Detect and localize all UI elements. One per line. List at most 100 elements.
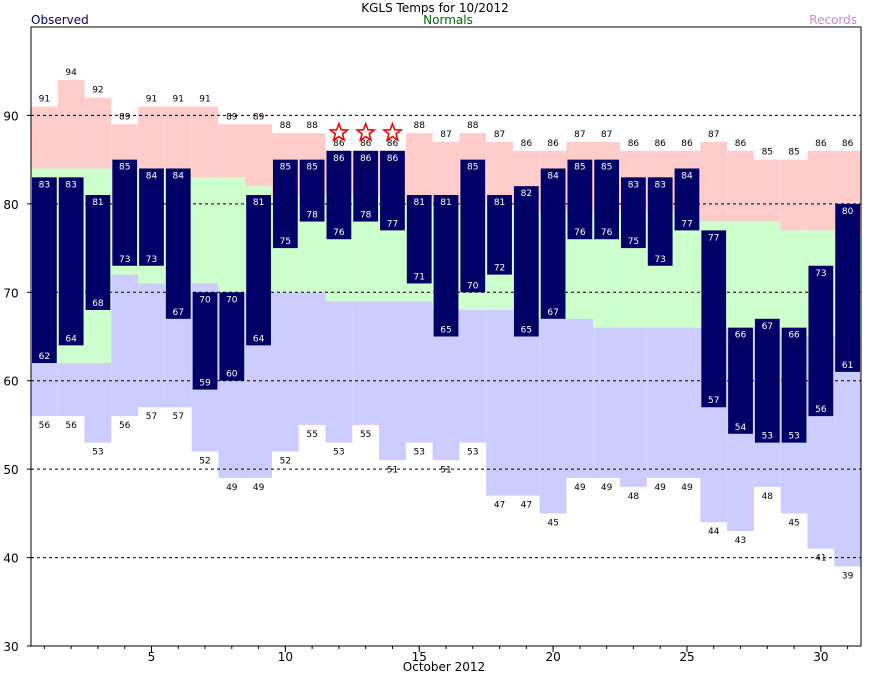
observed-bar — [299, 159, 325, 222]
observed-bar — [754, 318, 780, 443]
record-high-label: 91 — [39, 95, 50, 105]
observed-high-label: 84 — [681, 171, 693, 181]
observed-high-label: 70 — [226, 295, 238, 305]
record-low-band — [271, 292, 299, 452]
record-high-label: 89 — [119, 112, 131, 122]
observed-low-label: 64 — [253, 334, 265, 344]
record-high-label: 87 — [574, 130, 585, 140]
record-high-label: 88 — [467, 121, 479, 131]
record-low-band — [593, 327, 621, 478]
observed-high-label: 77 — [708, 233, 719, 243]
record-high-band — [405, 133, 433, 204]
x-tick-label: 10 — [278, 650, 293, 664]
observed-low-label: 59 — [199, 379, 211, 389]
observed-low-label: 73 — [654, 255, 665, 265]
record-low-band — [646, 327, 674, 478]
observed-high-label: 85 — [119, 163, 130, 173]
record-low-label: 53 — [92, 448, 103, 458]
observed-low-label: 67 — [547, 308, 558, 318]
observed-high-label: 83 — [654, 180, 665, 190]
observed-bar — [835, 203, 860, 372]
record-high-band — [727, 150, 754, 222]
observed-low-label: 54 — [735, 423, 747, 433]
record-low-band — [138, 283, 165, 408]
record-low-label: 52 — [199, 456, 210, 466]
observed-bar — [406, 195, 432, 284]
record-low-band — [539, 318, 567, 514]
record-low-label: 39 — [842, 571, 854, 581]
record-high-label: 86 — [521, 139, 533, 149]
observed-high-label: 86 — [387, 154, 399, 164]
normal-band — [753, 221, 781, 328]
record-high-label: 85 — [788, 148, 799, 158]
x-tick-label: 15 — [412, 650, 427, 664]
x-tick-label: 20 — [545, 650, 560, 664]
record-low-band — [620, 327, 647, 487]
record-low-label: 48 — [628, 492, 640, 502]
record-high-band — [753, 159, 781, 222]
value-labels: 83 62 91 56 83 64 94 56 81 68 92 53 85 73 89 56 84 73 91 57… — [39, 68, 854, 581]
record-low-band — [352, 301, 380, 425]
observed-low-label: 77 — [681, 219, 692, 229]
x-tick-label: 30 — [813, 650, 828, 664]
record-high-band — [700, 141, 728, 222]
observed-low-label: 70 — [467, 281, 479, 291]
record-high-label: 88 — [306, 121, 318, 131]
record-low-label: 52 — [280, 456, 291, 466]
observed-low-label: 77 — [387, 219, 398, 229]
record-high-label: 91 — [146, 95, 157, 105]
observed-bar — [674, 168, 700, 231]
record-low-label: 55 — [360, 430, 371, 440]
observed-high-label: 84 — [173, 171, 185, 181]
observed-bar — [32, 177, 57, 364]
observed-low-label: 61 — [842, 361, 853, 371]
record-star-icon — [354, 121, 377, 142]
y-tick-label: 30 — [3, 640, 18, 654]
observed-bar — [272, 159, 298, 249]
observed-high-label: 66 — [735, 331, 747, 341]
record-low-label: 47 — [521, 501, 532, 511]
chart-title: KGLS Temps for 10/2012 — [361, 1, 509, 15]
record-high-band — [245, 124, 272, 187]
record-low-label: 56 — [119, 421, 131, 431]
record-low-label: 49 — [601, 483, 613, 493]
observed-bar — [85, 195, 111, 310]
record-low-label: 49 — [574, 483, 586, 493]
observed-bar — [112, 159, 138, 266]
observed-high-label: 66 — [788, 331, 800, 341]
record-high-label: 89 — [253, 112, 265, 122]
observed-low-label: 75 — [280, 237, 291, 247]
observed-low-label: 76 — [574, 228, 586, 238]
record-high-label: 88 — [280, 121, 292, 131]
observed-high-label: 85 — [574, 163, 585, 173]
record-low-label: 49 — [654, 483, 666, 493]
observed-low-label: 65 — [521, 326, 532, 336]
observed-bar — [353, 150, 379, 222]
record-low-label: 57 — [146, 412, 157, 422]
observed-bar — [139, 168, 164, 266]
record-low-band — [405, 301, 433, 443]
observed-low-label: 62 — [39, 352, 50, 362]
observed-high-label: 85 — [467, 163, 478, 173]
record-high-label: 87 — [601, 130, 612, 140]
observed-bar — [567, 159, 593, 240]
record-high-label: 86 — [547, 139, 559, 149]
record-low-label: 57 — [173, 412, 184, 422]
record-low-label: 43 — [735, 536, 746, 546]
record-high-label: 86 — [681, 139, 693, 149]
record-high-label: 86 — [333, 139, 345, 149]
observed-high-label: 83 — [39, 180, 50, 190]
observed-bar — [701, 230, 727, 408]
record-low-band — [459, 309, 487, 443]
record-high-label: 86 — [360, 139, 372, 149]
record-low-label: 53 — [413, 448, 424, 458]
record-low-label: 53 — [467, 448, 478, 458]
observed-bar — [513, 186, 539, 337]
record-high-band — [191, 106, 219, 178]
record-low-label: 51 — [440, 465, 451, 475]
observed-bar — [433, 195, 459, 337]
normal-band — [218, 177, 246, 293]
record-low-label: 47 — [494, 501, 505, 511]
record-high-band — [31, 106, 58, 169]
observed-low-label: 64 — [65, 334, 77, 344]
